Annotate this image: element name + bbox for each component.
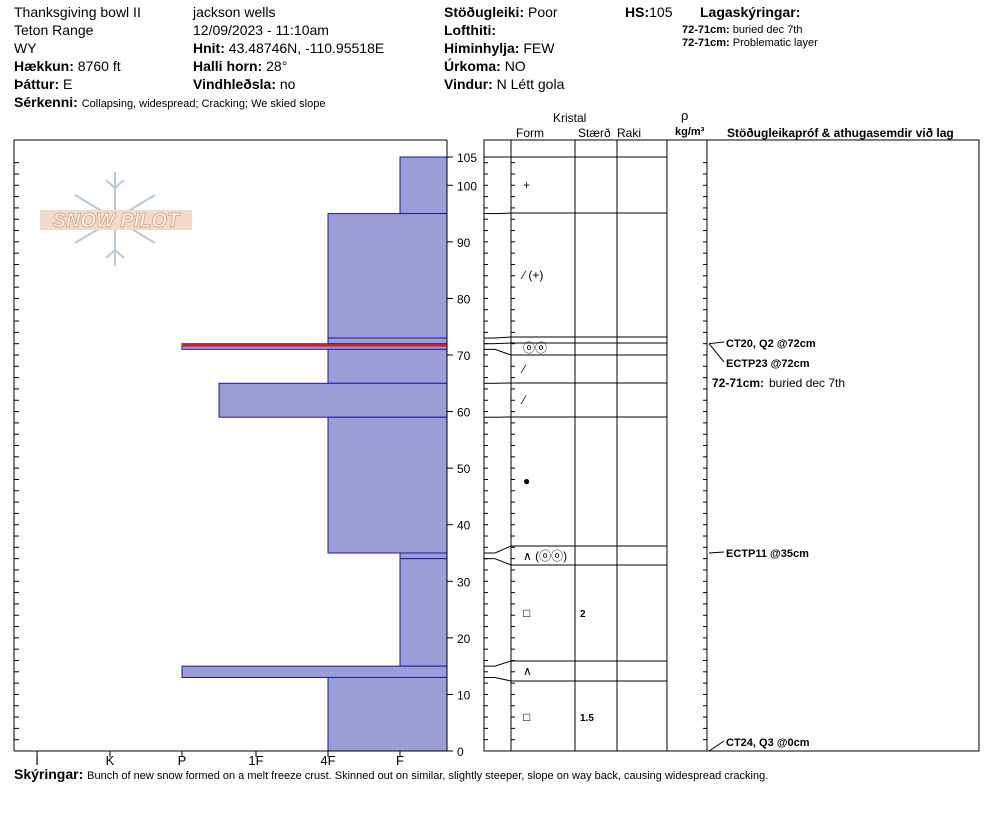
wind-field: Vindur: N Létt gola (444, 76, 565, 92)
depth-connector (494, 348, 512, 356)
depth-label: 30 (457, 575, 471, 589)
hardness-label: K (106, 753, 115, 768)
crystal-form: ⁄ (+) (520, 268, 543, 282)
density-unit-header: kg/m³ (675, 126, 705, 138)
depth-label: 0 (457, 745, 464, 759)
depth-label: 50 (457, 462, 471, 476)
stability-field: Stöðugleiki: Poor (444, 4, 558, 20)
stability-test: ECTP23 @72cm (726, 358, 810, 370)
hardness-label: F (396, 753, 404, 768)
crystal-form: ⁄ (520, 362, 527, 376)
critical-layer-marker (182, 343, 447, 347)
hardness-bar (181, 665, 448, 678)
hardness-bar (327, 416, 448, 554)
test-pointer (708, 740, 725, 752)
depth-connector (494, 558, 512, 566)
depth-label: 90 (457, 236, 471, 250)
depth-label: 60 (457, 406, 471, 420)
layer-table-frame (483, 139, 980, 752)
crystal-form: ⓞⓞ (523, 341, 547, 355)
tests-header: Stöðugleikapróf & athugasemdir við lag (727, 126, 954, 140)
hardness-label: I (35, 753, 39, 768)
depth-label: 100 (457, 179, 477, 193)
grain-size: 1.5 (580, 713, 594, 724)
depth-label: 40 (457, 519, 471, 533)
features-field: Sérkenni: Collapsing, widespread; Cracki… (14, 94, 326, 110)
hardness-bar (399, 552, 448, 560)
depth-connector (494, 660, 512, 667)
elevation-field: Hækkun: 8760 ft (14, 58, 121, 74)
crystal-form: ∧ (523, 664, 532, 678)
test-pointer (708, 343, 725, 363)
depth-label: 70 (457, 349, 471, 363)
hardness-bar (399, 156, 448, 215)
depth-connector (494, 336, 512, 339)
form-header: Form (516, 126, 544, 140)
aspect-field: Þáttur: E (14, 76, 73, 92)
observer-name: jackson wells (193, 4, 276, 20)
hs-field: HS:105 (625, 4, 673, 20)
layer-notes-title: Lagaskýringar: (700, 4, 801, 20)
depth-label: 20 (457, 632, 471, 646)
depth-connector (494, 676, 512, 682)
stability-test: CT24, Q3 @0cm (726, 737, 810, 749)
hardness-bar (218, 382, 448, 418)
size-header: Stærð (578, 126, 611, 140)
hardness-bar (399, 558, 448, 667)
hardness-bar (327, 213, 448, 339)
slope-field: Halli horn: 28° (193, 58, 288, 74)
layer-note-1: 72-71cm: buried dec 7th (682, 24, 803, 36)
layer-note-2: 72-71cm: Problematic layer (682, 37, 818, 49)
location-line-1: Thanksgiving bowl II (14, 4, 141, 20)
stability-test: ECTP11 @35cm (726, 548, 809, 560)
air-temp-field: Lofthiti: (444, 22, 497, 38)
crystal-form: ⁄ (520, 393, 527, 407)
observation-datetime: 12/09/2023 - 11:10am (193, 22, 329, 38)
hardness-bar (327, 337, 448, 345)
crystal-form: □ (523, 606, 530, 620)
hardness-label: P (178, 753, 187, 768)
hardness-label: 1F (248, 753, 263, 768)
layer-comment-text: buried dec 7th (769, 376, 845, 390)
hardness-label: 4F (320, 753, 335, 768)
stability-test: CT20, Q2 @72cm (726, 338, 816, 350)
hardness-bar (327, 348, 448, 384)
depth-label: 10 (457, 688, 471, 702)
crystal-form: + (523, 178, 530, 192)
coords-field: Hnit: 43.48746N, -110.95518E (193, 40, 385, 56)
depth-label: 105 (457, 151, 477, 165)
grain-size: 2 (580, 609, 586, 620)
crystal-form: ∧ (ⓞⓞ) (523, 549, 567, 563)
layer-comment-depth: 72-71cm: (712, 376, 764, 390)
sky-field: Himinhylja: FEW (444, 40, 555, 56)
test-pointer (708, 341, 725, 345)
crystal-header: Kristal (553, 111, 587, 125)
depth-connector (494, 545, 512, 554)
test-pointer (708, 551, 725, 554)
footer-comments: Skýringar: Bunch of new snow formed on a… (14, 766, 769, 782)
hardness-bar (327, 676, 448, 752)
crystal-form: ● (523, 474, 530, 488)
location-line-3: WY (14, 40, 37, 56)
depth-connector (494, 342, 512, 345)
location-line-2: Teton Range (14, 22, 94, 38)
crystal-form: □ (523, 710, 530, 724)
rho-header: ρ (681, 108, 689, 123)
depth-label: 80 (457, 292, 471, 306)
precip-field: Úrkoma: NO (444, 58, 526, 74)
moisture-header: Raki (617, 126, 642, 140)
wind-loading-field: Vindhleðsla: no (193, 76, 296, 92)
depth-connector (494, 212, 512, 215)
